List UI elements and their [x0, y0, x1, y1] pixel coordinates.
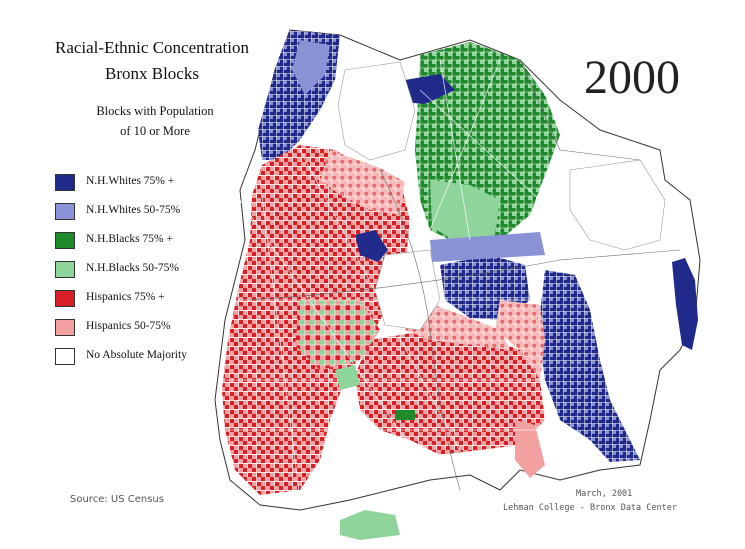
- legend-swatch: [55, 232, 75, 249]
- legend-swatch: [55, 319, 75, 336]
- map-title-line1: Racial-Ethnic Concentration: [54, 38, 249, 57]
- legend-item-whites-75: N.H.Whites 75% +: [55, 172, 295, 194]
- region-west-hispanic-light: [320, 150, 405, 215]
- street-lines: [225, 59, 545, 501]
- legend-swatch: [55, 174, 75, 191]
- region-sheltered-blue: [355, 230, 388, 262]
- region-mixed-central: [295, 300, 380, 370]
- legend-item-blacks-75: N.H.Blacks 75% +: [55, 230, 295, 252]
- legend-swatch: [55, 261, 75, 278]
- legend-label: Hispanics 50-75%: [86, 320, 171, 332]
- region-pelham-whites: [402, 74, 455, 104]
- region-riverdale-whites-light: [292, 40, 330, 95]
- map-subtitle-line2: of 10 or More: [120, 124, 190, 138]
- region-green-tiny-1: [395, 410, 415, 420]
- legend-item-blacks-50-75: N.H.Blacks 50-75%: [55, 259, 295, 281]
- source-note: Source: US Census: [70, 494, 164, 505]
- legend-item-whites-50-75: N.H.Whites 50-75%: [55, 201, 295, 223]
- legend-swatch: [55, 348, 75, 365]
- legend-label: N.H.Blacks 75% +: [86, 233, 173, 245]
- credit-organization: Lehman College - Bronx Data Center: [503, 503, 677, 513]
- year-label: 2000: [584, 51, 680, 104]
- legend-item-no-majority: No Absolute Majority: [55, 346, 295, 368]
- region-southeast-pink: [495, 300, 545, 380]
- park-bronx-zoo: [374, 249, 441, 331]
- region-south-hispanic: [355, 330, 545, 455]
- legend-label: Hispanics 75% +: [86, 291, 165, 303]
- region-east-whites: [538, 270, 640, 462]
- region-green-tiny-2: [335, 365, 360, 390]
- park-van-cortlandt: [337, 61, 416, 161]
- legend-swatch: [55, 290, 75, 307]
- map-subtitle-line1: Blocks with Population: [96, 104, 214, 118]
- region-southern-park-green: [340, 510, 400, 540]
- legend-item-hispanics-75: Hispanics 75% +: [55, 288, 295, 310]
- credit-date: March, 2001: [576, 489, 633, 499]
- legend-item-hispanics-50-75: Hispanics 50-75%: [55, 317, 295, 339]
- region-central-whites-strip: [430, 232, 545, 262]
- legend-label: N.H.Blacks 50-75%: [86, 262, 179, 274]
- legend-label: N.H.Whites 50-75%: [86, 204, 181, 216]
- legend-label: N.H.Whites 75% +: [86, 175, 175, 187]
- region-soundview-light: [515, 420, 545, 478]
- region-city-island-whites: [672, 258, 698, 350]
- park-pelham-bay: [569, 159, 666, 251]
- legend-swatch: [55, 203, 75, 220]
- map-title-line2: Bronx Blocks: [105, 64, 199, 83]
- highway-lines: [249, 59, 681, 491]
- legend-label: No Absolute Majority: [86, 349, 187, 361]
